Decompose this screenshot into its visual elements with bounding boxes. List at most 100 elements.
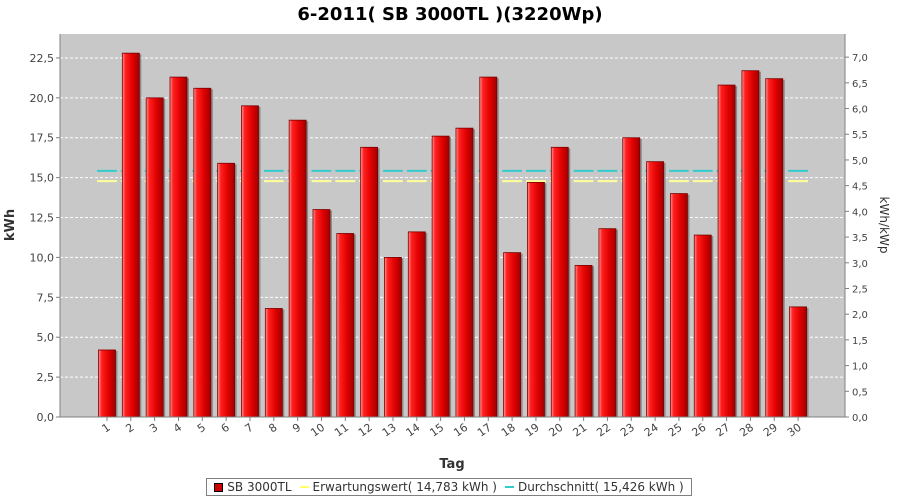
bar bbox=[789, 306, 807, 418]
x-tick-label: 10 bbox=[308, 421, 327, 440]
bar bbox=[598, 228, 617, 418]
x-tick-label: 8 bbox=[266, 421, 279, 436]
x-tick-label: 11 bbox=[332, 421, 351, 440]
bar bbox=[145, 97, 164, 418]
x-tick-label: 6 bbox=[219, 421, 232, 436]
x-tick-label: 4 bbox=[171, 421, 184, 436]
bar bbox=[121, 52, 140, 418]
x-tick-label: 24 bbox=[642, 421, 661, 440]
bar bbox=[503, 252, 522, 418]
y2-tick-label: 2,0 bbox=[852, 310, 868, 321]
x-tick-label: 22 bbox=[594, 421, 613, 440]
y2-tick-label: 4,0 bbox=[852, 207, 868, 218]
legend-label-average: Durchschnitt( 15,426 kWh ) bbox=[517, 480, 684, 494]
x-tick-label: 20 bbox=[547, 421, 566, 440]
bar bbox=[670, 193, 688, 418]
bar bbox=[169, 76, 188, 418]
x-tick-label: 2 bbox=[123, 421, 136, 436]
x-tick-label: 25 bbox=[666, 421, 685, 440]
bar bbox=[646, 161, 664, 418]
x-tick-label: 1 bbox=[100, 421, 113, 436]
legend-item-average: Durchschnitt( 15,426 kWh ) bbox=[504, 480, 684, 494]
y2-tick-label: 3,5 bbox=[852, 233, 868, 244]
y-tick-label: 7,5 bbox=[37, 291, 55, 304]
bar bbox=[384, 257, 402, 418]
bar bbox=[574, 264, 593, 418]
bar bbox=[407, 231, 426, 418]
y2-tick-label: 0,5 bbox=[852, 387, 868, 398]
y2-tick-label: 5,0 bbox=[852, 156, 868, 167]
bar bbox=[622, 137, 641, 418]
left-axis-ticks: 0,0 2,5 5,0 7,5 10,0 12,5 15,0 17,5 20,0 22,5 bbox=[30, 52, 60, 424]
y-tick-label: 20,0 bbox=[30, 92, 55, 105]
legend-swatch-average bbox=[504, 486, 514, 488]
y-tick-label: 17,5 bbox=[30, 132, 55, 145]
y2-tick-label: 3,0 bbox=[852, 259, 868, 270]
legend-swatch-bars bbox=[214, 482, 224, 492]
x-tick-label: 18 bbox=[499, 421, 518, 440]
x-tick-label: 21 bbox=[570, 421, 589, 440]
x-tick-label: 23 bbox=[618, 421, 637, 440]
x-tick-label: 27 bbox=[713, 421, 732, 440]
x-tick-label: 17 bbox=[475, 421, 494, 440]
y2-tick-label: 1,0 bbox=[852, 362, 868, 373]
bar bbox=[765, 78, 784, 418]
y2-tick-label: 7,0 bbox=[852, 53, 868, 64]
x-axis-ticks: 1 2 3 4 5 6 7 8 9 10 11 12 13 14 15 16 17 18 19 20 21 22 23 24 2… bbox=[100, 417, 804, 439]
x-tick-label: 9 bbox=[290, 421, 303, 436]
bar bbox=[98, 349, 116, 418]
x-tick-label: 26 bbox=[690, 421, 709, 440]
bar bbox=[312, 209, 331, 418]
bar bbox=[741, 70, 760, 418]
y2-tick-label: 6,0 bbox=[852, 105, 868, 116]
x-tick-label: 12 bbox=[356, 421, 375, 440]
x-tick-label: 16 bbox=[451, 421, 470, 440]
x-axis-label: Tag bbox=[439, 457, 464, 472]
legend-swatch-expected bbox=[299, 486, 309, 488]
x-tick-label: 28 bbox=[737, 421, 756, 440]
y-tick-label: 5,0 bbox=[37, 331, 55, 344]
bar bbox=[288, 119, 307, 418]
x-tick-label: 30 bbox=[785, 421, 804, 440]
bar bbox=[693, 234, 712, 418]
y-tick-label: 22,5 bbox=[30, 52, 55, 65]
x-tick-label: 29 bbox=[761, 421, 780, 440]
x-tick-label: 7 bbox=[243, 421, 256, 436]
x-tick-label: 19 bbox=[523, 421, 542, 440]
bars bbox=[98, 52, 809, 418]
x-tick-label: 5 bbox=[195, 421, 208, 436]
y-tick-label: 10,0 bbox=[30, 251, 55, 264]
bar bbox=[336, 233, 355, 418]
y-axis-label: kWh bbox=[3, 209, 18, 241]
y2-tick-label: 6,5 bbox=[852, 79, 868, 90]
legend-label-bars: SB 3000TL bbox=[227, 480, 292, 494]
bar bbox=[241, 105, 259, 418]
grid-lines bbox=[60, 57, 845, 378]
bar bbox=[550, 146, 569, 418]
bar bbox=[479, 76, 498, 418]
bar bbox=[193, 87, 212, 418]
chart-title: 6-2011( SB 3000TL )(3220Wp) bbox=[297, 4, 603, 25]
y-tick-label: 0,0 bbox=[37, 411, 55, 424]
y-tick-label: 15,0 bbox=[30, 172, 55, 185]
y2-tick-label: 5,5 bbox=[852, 130, 868, 141]
y2-axis-label: kWh/kWp bbox=[877, 197, 891, 254]
bar bbox=[527, 182, 545, 418]
bar bbox=[431, 135, 450, 418]
y-tick-label: 12,5 bbox=[30, 212, 55, 225]
y2-tick-label: 0,0 bbox=[852, 413, 868, 424]
legend-item-expected: Erwartungswert( 14,783 kWh ) bbox=[299, 480, 497, 494]
y2-tick-label: 2,5 bbox=[852, 284, 868, 295]
legend-label-expected: Erwartungswert( 14,783 kWh ) bbox=[312, 480, 497, 494]
x-tick-label: 13 bbox=[380, 421, 399, 440]
x-tick-label: 3 bbox=[147, 421, 160, 436]
bar bbox=[264, 308, 283, 418]
bar bbox=[217, 162, 236, 418]
legend-item-bars: SB 3000TL bbox=[214, 480, 292, 494]
legend: SB 3000TL Erwartungswert( 14,783 kWh ) D… bbox=[206, 478, 692, 496]
right-axis-ticks: 0,0 0,5 1,0 1,5 2,0 2,5 3,0 3,5 4,0 4,5 5,0 5,5 6,0 6… bbox=[845, 53, 868, 424]
x-tick-label: 15 bbox=[427, 421, 446, 440]
y2-tick-label: 4,5 bbox=[852, 182, 868, 193]
bar bbox=[360, 146, 379, 418]
